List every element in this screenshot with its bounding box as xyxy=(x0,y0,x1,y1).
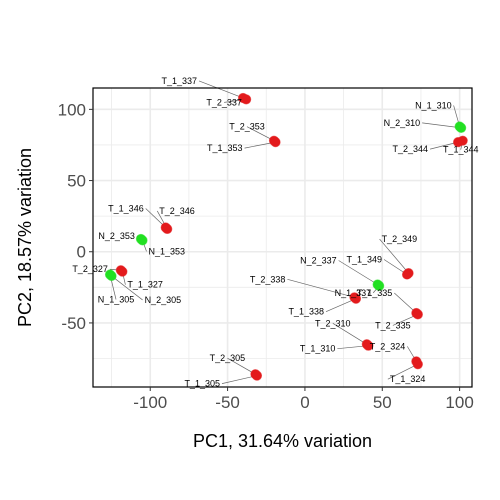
data-point-tumor xyxy=(363,340,374,351)
point-label: T_2_353 xyxy=(229,122,265,132)
data-point-normal xyxy=(374,280,385,292)
point-labels: T_1_337 T_2_337 T_2_353 T_1_353 N_1_310 N_2_3… xyxy=(72,76,478,389)
point-label: T_2_305 xyxy=(210,353,246,363)
point-label: N_1_337 xyxy=(335,288,372,298)
point-label: N_2_310 xyxy=(384,118,421,128)
data-point-tumor xyxy=(457,135,468,146)
data-point-tumor xyxy=(401,269,413,280)
x-axis-title: PC1, 31.64% variation xyxy=(193,431,372,451)
leader-line xyxy=(379,238,409,274)
point-label: T_1_324 xyxy=(390,374,426,384)
x-tick-label: -50 xyxy=(215,393,240,412)
data-point-tumor xyxy=(412,359,423,370)
point-label: T_2_346 xyxy=(159,206,195,216)
point-label: N_1_305 xyxy=(98,295,135,305)
data-points xyxy=(104,92,468,381)
data-point-tumor xyxy=(162,223,173,235)
point-label: T_1_337 xyxy=(162,76,198,86)
leader-line xyxy=(198,80,244,99)
leader-line xyxy=(387,363,419,380)
point-label: T_2_324 xyxy=(370,341,406,351)
data-point-tumor xyxy=(117,266,128,277)
point-label: N_2_305 xyxy=(145,295,182,305)
data-point-tumor xyxy=(412,309,423,320)
y-axis-title: PC2, 18.57% variation xyxy=(15,148,35,327)
point-label: T_1_344 xyxy=(443,145,479,155)
leader-line xyxy=(338,260,378,285)
point-label: N_1_310 xyxy=(415,100,452,110)
point-label: T_2_335 xyxy=(375,320,411,330)
point-label: T_2_310 xyxy=(315,318,351,328)
y-tick-label: 50 xyxy=(67,172,86,191)
data-point-normal xyxy=(456,122,467,133)
point-label: T_1_335 xyxy=(357,288,393,298)
y-tick-label: -50 xyxy=(61,314,86,333)
point-label: N_2_353 xyxy=(98,231,135,241)
axis-ticks: -100 -50 0 50 100 -50 0 50 100 xyxy=(58,100,474,412)
y-tick-label: 0 xyxy=(77,243,86,262)
point-label: T_2_327 xyxy=(72,264,108,274)
point-label: T_1_327 xyxy=(127,280,163,290)
data-point-tumor xyxy=(270,137,281,148)
data-point-normal xyxy=(137,235,148,246)
point-label: T_2_349 xyxy=(382,234,418,244)
point-label: T_2_344 xyxy=(393,144,429,154)
x-tick-label: -100 xyxy=(133,393,167,412)
point-label: T_1_349 xyxy=(346,255,382,265)
leader-line xyxy=(111,275,143,301)
point-label: T_2_338 xyxy=(250,274,286,284)
data-point-normal xyxy=(106,270,117,282)
point-label: N_1_353 xyxy=(149,246,186,256)
point-label: T_1_338 xyxy=(288,307,324,317)
point-label: T_1_310 xyxy=(300,344,336,354)
point-label: T_1_346 xyxy=(108,204,144,214)
point-label: T_2_337 xyxy=(206,97,242,107)
x-tick-label: 100 xyxy=(445,393,473,412)
leader-line xyxy=(227,357,256,375)
grid-lines xyxy=(93,88,472,387)
x-tick-label: 50 xyxy=(373,393,392,412)
leader-line xyxy=(332,322,367,345)
plot-frame xyxy=(92,87,473,388)
point-label: T_1_305 xyxy=(184,379,220,389)
point-label: N_2_337 xyxy=(300,255,337,265)
y-tick-label: 100 xyxy=(58,100,86,119)
data-point-tumor xyxy=(350,293,362,304)
data-point-tumor xyxy=(241,94,252,105)
data-point-tumor xyxy=(251,370,263,381)
x-tick-label: 0 xyxy=(300,393,309,412)
point-label: T_1_353 xyxy=(207,143,243,153)
leader-line xyxy=(287,278,355,298)
